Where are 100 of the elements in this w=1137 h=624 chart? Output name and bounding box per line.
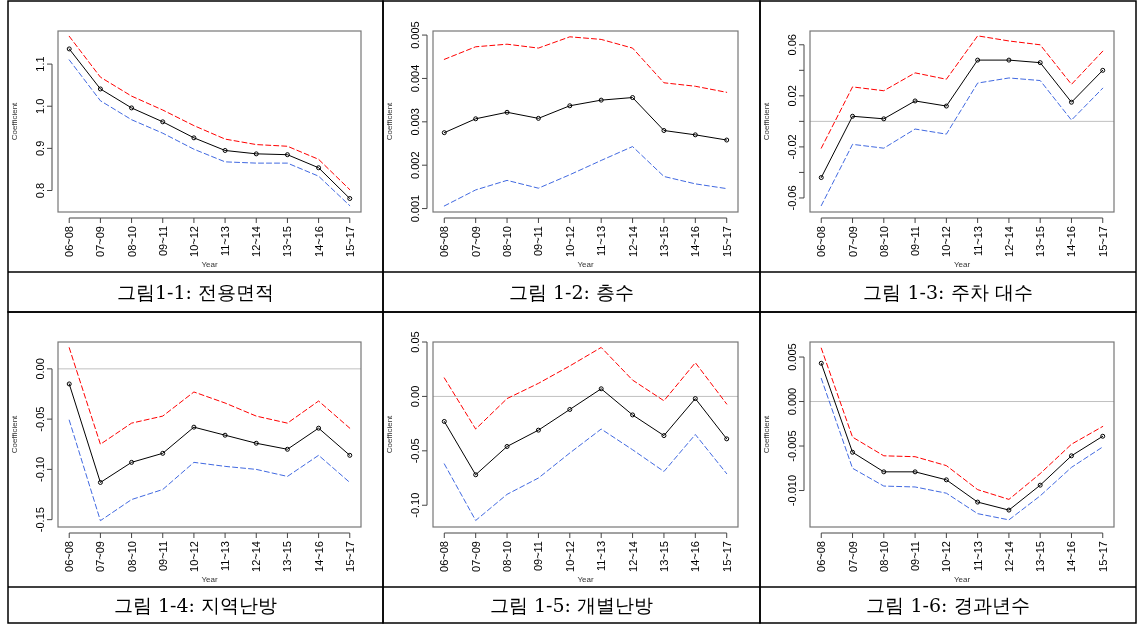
x-tick-label: 14~16 <box>312 226 325 257</box>
line-series <box>68 347 351 445</box>
x-tick-label: 14~16 <box>689 541 702 572</box>
y-axis-title: Coefficient <box>762 414 771 454</box>
line-series <box>820 377 1104 521</box>
line-series <box>443 346 728 430</box>
y-tick-label: 0.8 <box>34 182 46 199</box>
x-tick-label: 09~11 <box>532 226 545 257</box>
x-tick-label: 08~10 <box>125 541 138 572</box>
x-tick-label: 06~08 <box>63 226 76 257</box>
x-tick-label: 08~10 <box>877 226 890 257</box>
text: 그림 1-2: 층수 <box>508 281 635 303</box>
y-tick-label: -0.10 <box>34 456 46 482</box>
line-series <box>820 347 1104 500</box>
x-tick-label: 13~15 <box>1034 541 1047 572</box>
x-tick-label: 06~08 <box>815 226 828 257</box>
x-tick-label: 07~09 <box>94 541 107 572</box>
x-tick-label: 11~13 <box>595 226 608 257</box>
y-axis-title: Coefficient <box>385 414 394 454</box>
y-tick-label: -0.06 <box>786 185 798 211</box>
text: 그림1-1: 전용면적 <box>116 281 275 303</box>
x-axis-title: Year <box>953 260 971 269</box>
line-series <box>68 419 351 522</box>
x-tick-label: 13~15 <box>657 226 670 257</box>
line-series <box>443 428 728 521</box>
x-tick-label: 11~13 <box>971 541 984 572</box>
y-tick-label: -0.15 <box>34 507 46 533</box>
x-tick-label: 12~14 <box>250 541 263 572</box>
y-tick-label: 0.00 <box>34 358 46 380</box>
x-tick-label: 14~16 <box>1065 226 1078 257</box>
x-axis-title: Year <box>577 575 594 584</box>
x-tick-label: 10~12 <box>940 541 953 572</box>
x-tick-label: 10~12 <box>563 226 576 257</box>
x-tick-label: 14~16 <box>312 541 325 572</box>
x-axis-title: Year <box>577 260 594 269</box>
x-tick-label: 14~16 <box>1065 541 1078 572</box>
x-tick-label: 09~11 <box>909 541 922 572</box>
x-tick-label: 09~11 <box>532 541 545 572</box>
x-tick-label: 06~08 <box>438 226 451 257</box>
y-axis-title: Coefficient <box>385 101 394 141</box>
x-tick-label: 13~15 <box>281 226 294 257</box>
y-tick-label: 0.9 <box>34 140 46 157</box>
y-tick-label: 0.000 <box>786 387 798 416</box>
x-tick-label: 11~13 <box>219 226 232 257</box>
y-axis-title: Coefficient <box>762 101 771 141</box>
x-tick-label: 08~10 <box>501 541 514 572</box>
x-tick-label: 08~10 <box>125 226 138 257</box>
x-tick-label: 11~13 <box>971 226 984 257</box>
y-tick-label: 0.005 <box>409 21 421 49</box>
line-series <box>443 36 728 93</box>
x-axis-title: Year <box>953 575 971 584</box>
x-tick-label: 11~13 <box>219 541 232 572</box>
x-tick-label: 10~12 <box>187 226 200 257</box>
y-tick-label: -0.02 <box>786 134 798 160</box>
x-tick-label: 07~09 <box>94 226 107 257</box>
x-tick-label: 11~13 <box>595 541 608 572</box>
x-tick-label: 08~10 <box>877 541 890 572</box>
x-tick-label: 15~17 <box>1096 226 1109 257</box>
x-tick-label: 10~12 <box>563 541 576 572</box>
y-tick-label: 0.001 <box>409 194 421 223</box>
x-tick-label: 10~12 <box>940 226 953 257</box>
x-tick-label: 15~17 <box>343 541 356 572</box>
x-tick-label: 07~09 <box>846 541 859 572</box>
y-tick-label: 0.06 <box>786 34 798 56</box>
y-tick-label: -0.010 <box>786 474 798 507</box>
x-tick-label: 15~17 <box>343 226 356 257</box>
y-tick-label: -0.05 <box>34 406 46 432</box>
y-tick-label: 1.0 <box>34 98 46 114</box>
text: 그림 1-3: 주차 대수 <box>863 281 1033 303</box>
y-tick-label: 0.005 <box>786 343 798 371</box>
y-tick-label: 0.00 <box>409 385 421 408</box>
x-tick-label: 07~09 <box>846 226 859 257</box>
x-tick-label: 09~11 <box>156 226 169 257</box>
y-axis-title: Coefficient <box>10 414 19 454</box>
x-tick-label: 07~09 <box>469 541 482 572</box>
y-tick-label: -0.005 <box>786 430 798 462</box>
x-tick-label: 06~08 <box>63 541 76 572</box>
y-axis-title: Coefficient <box>10 101 19 141</box>
y-tick-label: 1.1 <box>34 56 46 72</box>
x-tick-label: 12~14 <box>1002 541 1015 572</box>
x-tick-label: 13~15 <box>1034 226 1047 257</box>
text: 그림 1-4: 지역난방 <box>113 594 278 616</box>
text: 그림 1-6: 경과년수 <box>866 594 1030 616</box>
y-tick-label: 0.02 <box>786 85 798 107</box>
x-tick-label: 06~08 <box>438 541 451 572</box>
x-tick-label: 15~17 <box>720 226 733 257</box>
y-tick-label: 0.003 <box>409 108 421 136</box>
y-tick-label: -0.05 <box>409 438 421 464</box>
x-tick-label: 08~10 <box>501 226 514 257</box>
x-tick-label: 10~12 <box>187 541 200 572</box>
x-tick-label: 12~14 <box>250 226 263 257</box>
x-axis-title: Year <box>201 575 218 584</box>
x-tick-label: 06~08 <box>815 541 828 572</box>
y-tick-label: -0.10 <box>409 492 421 518</box>
x-tick-label: 12~14 <box>626 226 639 257</box>
x-tick-label: 09~11 <box>909 226 922 257</box>
line-series <box>820 35 1104 149</box>
x-tick-label: 15~17 <box>1096 541 1109 572</box>
y-tick-label: 0.004 <box>409 64 421 93</box>
x-tick-label: 07~09 <box>469 226 482 257</box>
